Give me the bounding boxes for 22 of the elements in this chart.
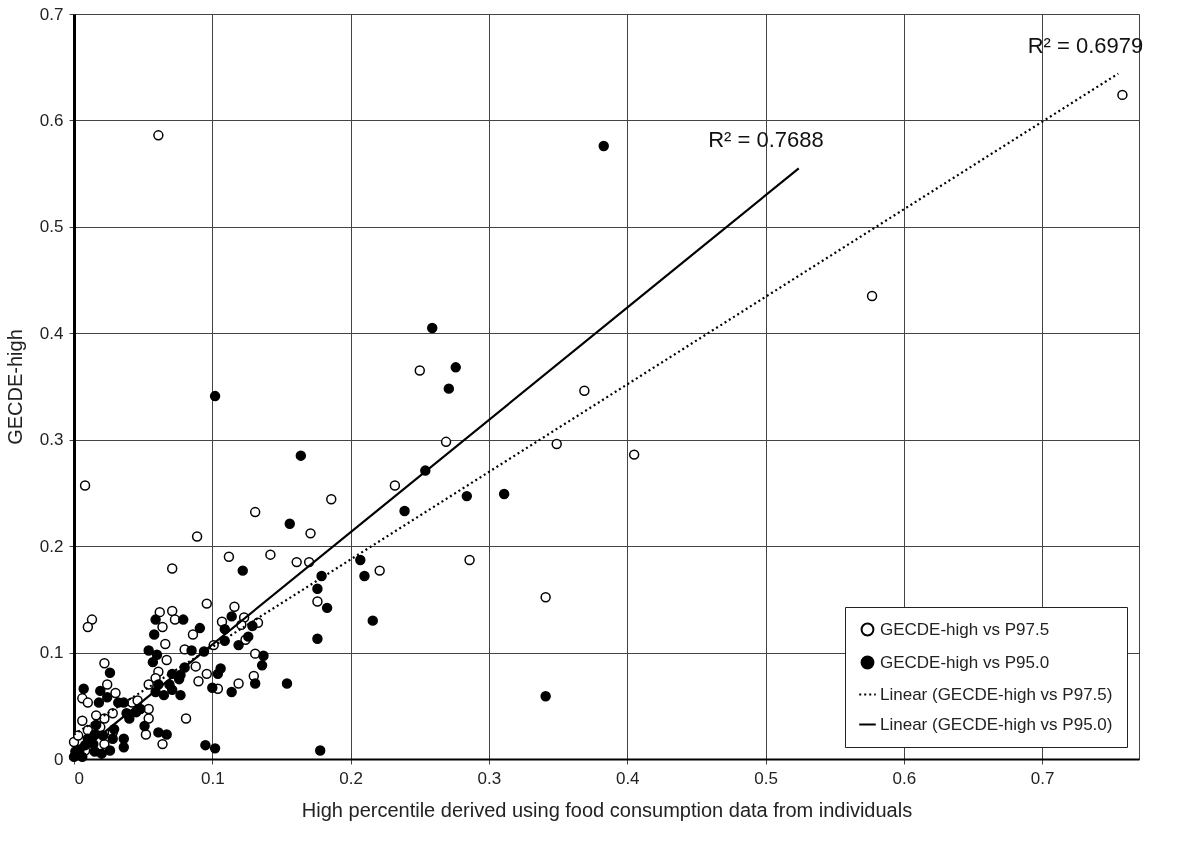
x-tick-label: 0.3 bbox=[477, 768, 502, 788]
y-tick-label: 0.5 bbox=[39, 217, 64, 237]
y-tick-label: 0 bbox=[54, 749, 64, 769]
y-tick-label: 0.7 bbox=[39, 4, 64, 24]
y-tick-label: 0.4 bbox=[39, 323, 64, 343]
x-axis-title: High percentile derived using food consumption data from individuals bbox=[301, 798, 913, 821]
x-tick-label: 0.2 bbox=[339, 768, 363, 788]
x-tick-label: 0.5 bbox=[754, 768, 778, 788]
y-axis-title: GECDE-high bbox=[3, 329, 26, 445]
x-tick-label: 0.4 bbox=[615, 768, 640, 788]
x-tick-label: 0.1 bbox=[200, 768, 225, 788]
legend-label: GECDE-high vs P95.0 bbox=[880, 652, 1050, 672]
x-tick-label: 0 bbox=[74, 768, 84, 788]
legend-label: Linear (GECDE-high vs P95.0) bbox=[880, 714, 1113, 734]
legend-label: Linear (GECDE-high vs P97.5) bbox=[880, 684, 1113, 704]
x-tick-label: 0.7 bbox=[1030, 768, 1055, 788]
y-tick-label: 0.1 bbox=[39, 643, 64, 663]
y-tick-label: 0.6 bbox=[39, 110, 64, 130]
x-tick-label: 0.6 bbox=[892, 768, 917, 788]
y-tick-label: 0.3 bbox=[39, 430, 64, 450]
y-tick-label: 0.2 bbox=[39, 536, 64, 556]
legend-label: GECDE-high vs P97.5 bbox=[880, 619, 1050, 639]
